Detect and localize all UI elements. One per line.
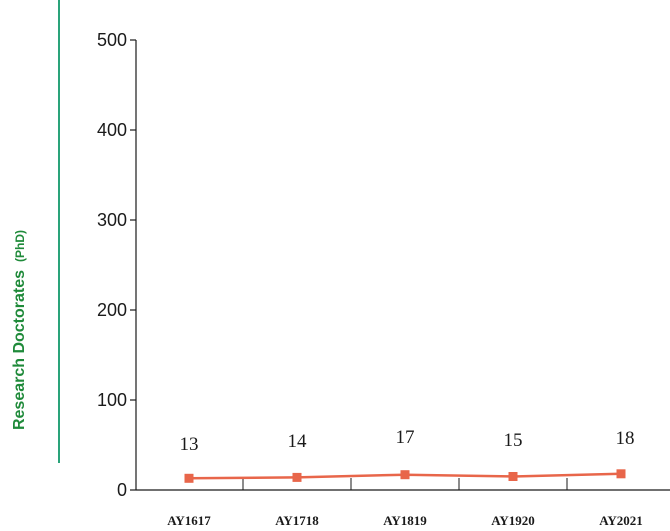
data-point (184, 473, 194, 483)
y-tick-label: 0 (117, 480, 127, 500)
x-tick-label: AY2021 (599, 513, 643, 528)
y-axis-title: Research Doctorates (PhD) (11, 230, 28, 430)
y-tick-label: 500 (97, 30, 127, 50)
data-labels: 13 14 17 15 18 (180, 427, 635, 455)
x-tick-label: AY1920 (491, 513, 535, 528)
y-tick-label: 300 (97, 210, 127, 230)
y-ticks: 0 100 200 300 400 500 (97, 30, 136, 500)
data-label: 18 (616, 428, 635, 449)
x-tick-label: AY1819 (383, 513, 427, 528)
x-ticks: AY1617 AY1718 AY1819 AY1920 AY2021 (167, 478, 643, 528)
data-point (292, 472, 302, 482)
data-point (400, 470, 410, 480)
data-label: 15 (504, 430, 523, 451)
data-label: 13 (180, 434, 199, 455)
y-tick-label: 200 (97, 300, 127, 320)
y-tick-label: 400 (97, 120, 127, 140)
accent-bar (58, 0, 60, 463)
y-axis-title-suffix: (PhD) (13, 230, 27, 262)
data-label: 14 (288, 431, 308, 452)
axes (135, 40, 670, 491)
series (184, 469, 626, 483)
data-point (508, 472, 518, 481)
x-tick-label: AY1617 (167, 513, 211, 528)
y-tick-label: 100 (97, 390, 127, 410)
x-tick-label: AY1718 (275, 513, 319, 528)
y-axis-title-main: Research Doctorates (11, 270, 28, 430)
data-label: 17 (396, 427, 415, 448)
data-point (616, 469, 626, 479)
